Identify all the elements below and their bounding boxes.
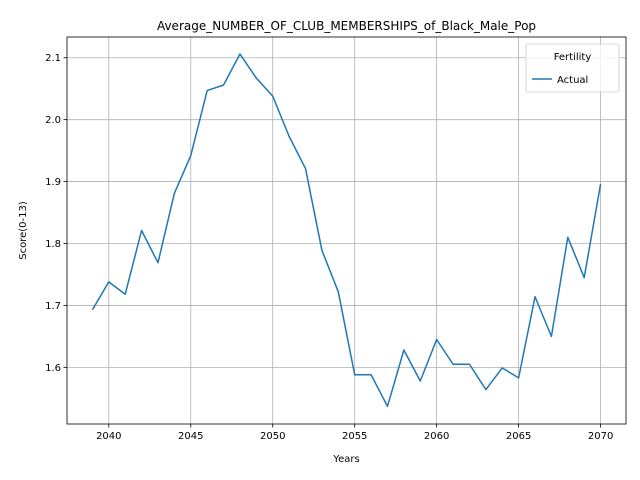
- legend-box: [525, 43, 620, 93]
- y-tick-label: 2.1: [45, 53, 61, 64]
- x-tick-label: 2050: [260, 431, 285, 442]
- y-tick-label: 2.0: [45, 115, 61, 126]
- legend-entry-actual: Actual: [557, 75, 588, 86]
- x-tick-label: 2060: [424, 431, 449, 442]
- plot-frame: [66, 36, 627, 425]
- y-tick-label: 1.6: [45, 363, 61, 374]
- x-tick-label: 2065: [506, 431, 531, 442]
- series-layer: [91, 53, 602, 408]
- x-tick-label: 2055: [342, 431, 367, 442]
- x-tick-label: 2040: [96, 431, 121, 442]
- legend: Fertility Actual: [525, 43, 620, 93]
- x-tick-label: 2070: [588, 431, 613, 442]
- y-tick-label: 1.8: [45, 239, 61, 250]
- y-tick-label: 1.9: [45, 177, 61, 188]
- chart-title: Average_NUMBER_OF_CLUB_MEMBERSHIPS_of_Bl…: [157, 19, 536, 33]
- y-tick-label: 1.7: [45, 301, 61, 312]
- y-axis-label: Score(0-13): [18, 201, 29, 260]
- legend-title: Fertility: [554, 52, 592, 63]
- x-axis-label: Years: [332, 454, 359, 465]
- x-tick-label: 2045: [178, 431, 203, 442]
- grid: [67, 37, 626, 424]
- ticks: 2040 2045 2050 2055 2060 2065 2070 1.6 1.7 1.8 1.9…: [45, 53, 613, 442]
- series-line-actual: [91, 53, 602, 408]
